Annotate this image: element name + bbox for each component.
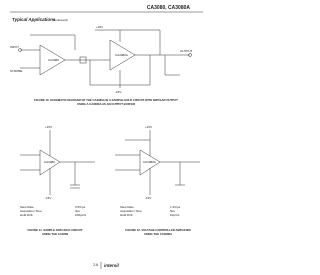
spec-value: 100µV/s (75, 213, 87, 217)
figure-caption: FIGURE 10. SCHEMATIC DIAGRAM OF THE CA30… (34, 98, 178, 102)
circuit-label: OUTPUT (180, 49, 193, 53)
circuit-label: -15V (115, 90, 121, 94)
circuit-label: -15V (45, 196, 51, 200)
spec-value: 5µs (170, 209, 175, 213)
spec-value: 10µV/s (170, 213, 180, 217)
figure-caption: FIGURE 11. SAMPLE AND HOLD CIRCUIT (27, 228, 82, 232)
circuit-label: CA3080 (48, 58, 59, 62)
page-number: 2-6 (93, 263, 98, 267)
circuit-label: +15V (96, 25, 103, 29)
figure-caption: USING THE CA3080A (144, 232, 172, 236)
circuit-label: STROBE (10, 69, 22, 73)
background (0, 0, 213, 275)
circuit-label: CA3080A (143, 160, 156, 164)
spec-label: Acquisition Time (120, 209, 142, 213)
circuit-label: CA3080A (115, 53, 128, 57)
circuit-top (18, 29, 192, 88)
footer-brand: intersil (104, 263, 120, 268)
section-title: Typical Applications (12, 17, 56, 22)
section-note: (Continued) (52, 18, 68, 22)
circuit-right (115, 130, 200, 195)
circuit-left (20, 130, 95, 195)
spec-label: Slew Rate (120, 205, 134, 209)
circuit-label: -15V (145, 196, 151, 200)
spec-value: 0.5V/µs (75, 205, 86, 209)
circuit-label: INPUT (10, 45, 19, 49)
spec-label: Acquisition Time (20, 209, 42, 213)
circuit-label: CA3080 (44, 160, 55, 164)
circuit-label: +15V (45, 125, 52, 129)
spec-label: Hold Drift (120, 213, 133, 217)
spec-value: 3µs (75, 209, 80, 213)
figure-caption: FIGURE 12. VOLTAGE-CONTROLLED AMPLIFIER (125, 228, 190, 232)
spec-label: Slew Rate (20, 205, 34, 209)
spec-label: Hold Drift (20, 213, 33, 217)
document: CA3080, CA3080A Typical Applications (Co… (0, 0, 213, 275)
circuit-label: +15V (145, 125, 152, 129)
figure-caption: USING A CA3080A AS AN OUTPUT BUFFER (77, 102, 135, 106)
spec-value: 1.3V/µs (170, 205, 181, 209)
header-title: CA3080, CA3080A (147, 5, 190, 11)
figure-caption: USING THE CA3080 (42, 232, 69, 236)
